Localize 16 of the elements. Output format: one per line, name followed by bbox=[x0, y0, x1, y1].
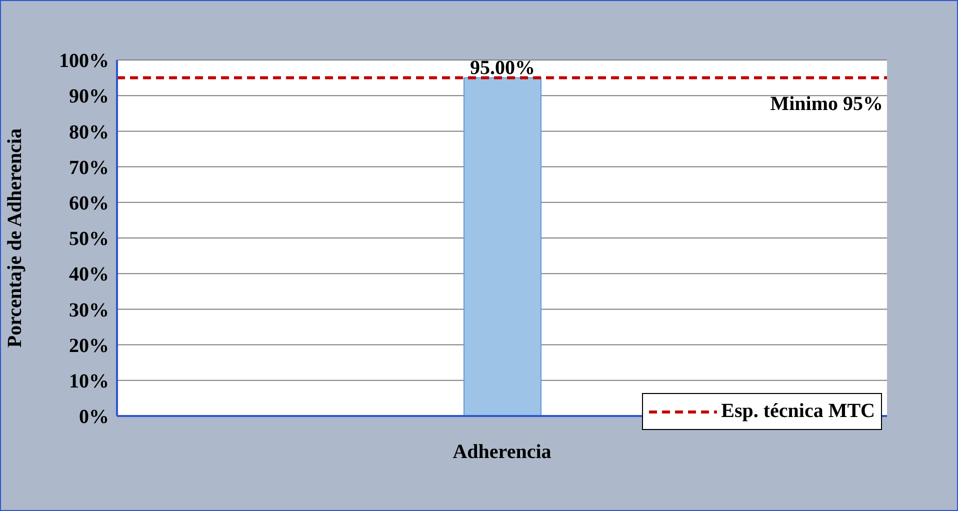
y-tick-label: 70% bbox=[69, 156, 109, 179]
x-tick-label: Adherencia bbox=[452, 441, 552, 464]
legend-label: Esp. técnica MTC bbox=[721, 400, 875, 423]
y-tick-label: 30% bbox=[69, 299, 109, 322]
y-tick-label: 20% bbox=[69, 334, 109, 357]
annotation: Minimo 95% bbox=[770, 92, 883, 115]
y-tick-label: 10% bbox=[69, 370, 109, 392]
y-tick-label: 90% bbox=[69, 86, 109, 108]
y-tick-label: 100% bbox=[59, 50, 109, 72]
y-tick-label: 40% bbox=[69, 264, 109, 286]
y-tick-label: 50% bbox=[69, 228, 109, 250]
y-tick-label: 0% bbox=[79, 406, 109, 428]
y-tick-label: 80% bbox=[69, 121, 109, 144]
y-axis-title: Porcentaje de Adherencia bbox=[4, 128, 26, 348]
data-label: 95.00% bbox=[470, 56, 535, 79]
y-tick-label: 60% bbox=[69, 192, 109, 214]
